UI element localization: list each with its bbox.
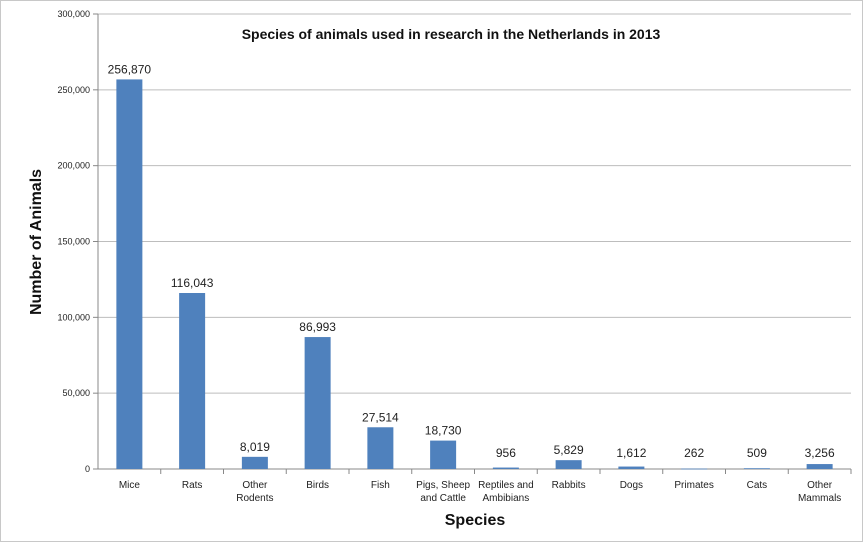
bar xyxy=(681,468,708,470)
data-label: 256,870 xyxy=(108,62,152,76)
x-tick-label: Pigs, Sheep and Cattle xyxy=(416,480,470,504)
x-tick-label: Birds xyxy=(306,480,329,491)
y-tick-label: 200,000 xyxy=(57,161,90,171)
bar xyxy=(241,456,268,469)
x-tick-label-line: Mice xyxy=(119,480,141,491)
x-tick-label-line: Dogs xyxy=(620,480,643,491)
y-tick-label: 0 xyxy=(85,464,90,474)
x-tick-label: Fish xyxy=(371,480,390,491)
x-tick-label: Reptiles and Ambibians xyxy=(478,480,534,504)
bar xyxy=(743,468,770,470)
x-tick-label-line: Birds xyxy=(306,480,329,491)
y-tick-label: 250,000 xyxy=(57,85,90,95)
x-tick-label: Other Rodents xyxy=(236,480,273,504)
bar xyxy=(179,293,206,469)
x-tick-label-line: Cats xyxy=(747,480,768,491)
data-label: 86,993 xyxy=(299,320,336,334)
data-label: 956 xyxy=(496,446,516,460)
x-tick-label-line: Rodents xyxy=(236,493,273,504)
x-tick-label: Mice xyxy=(119,480,141,491)
x-tick-label-line: Other xyxy=(807,480,833,491)
data-label: 27,514 xyxy=(362,410,399,424)
x-tick-label-line: Other xyxy=(242,480,268,491)
data-label: 3,256 xyxy=(805,446,835,460)
y-tick-label: 100,000 xyxy=(57,312,90,322)
data-label: 262 xyxy=(684,446,704,460)
x-axis-title: Species xyxy=(445,512,506,529)
x-tick-label-line: Ambibians xyxy=(483,493,530,504)
x-tick-label-line: Primates xyxy=(674,480,713,491)
bar xyxy=(304,337,331,469)
x-tick-label-line: and Cattle xyxy=(420,493,466,504)
x-tick-label-line: Rats xyxy=(182,480,203,491)
y-tick-label: 300,000 xyxy=(57,9,90,19)
x-tick-label-line: Rabbits xyxy=(552,480,586,491)
bar xyxy=(367,427,394,469)
data-label: 18,730 xyxy=(425,424,462,438)
data-label: 116,043 xyxy=(171,276,214,290)
y-tick-label: 50,000 xyxy=(62,388,90,398)
x-tick-label: Other Mammals xyxy=(798,480,841,504)
data-label: 5,829 xyxy=(554,443,584,457)
bar xyxy=(618,466,645,469)
data-label: 1,612 xyxy=(616,446,646,460)
bar xyxy=(806,464,833,469)
x-tick-label-line: Mammals xyxy=(798,493,841,504)
bar xyxy=(492,467,519,469)
x-tick-label: Dogs xyxy=(620,480,643,491)
x-tick-label: Primates xyxy=(674,480,713,491)
x-tick-label-line: Pigs, Sheep xyxy=(416,480,470,491)
data-label: 509 xyxy=(747,446,767,460)
chart-title: Species of animals used in research in t… xyxy=(242,26,661,42)
x-tick-label-line: Fish xyxy=(371,480,390,491)
bar xyxy=(555,460,582,469)
data-label: 8,019 xyxy=(240,440,270,454)
y-axis-title: Number of Animals xyxy=(28,169,45,315)
x-tick-label: Cats xyxy=(747,480,768,491)
x-tick-label: Rabbits xyxy=(552,480,586,491)
x-tick-label: Rats xyxy=(182,480,203,491)
bar xyxy=(430,440,457,469)
y-tick-label: 150,000 xyxy=(57,237,90,247)
bar xyxy=(116,79,143,470)
x-tick-label-line: Reptiles and xyxy=(478,480,534,491)
